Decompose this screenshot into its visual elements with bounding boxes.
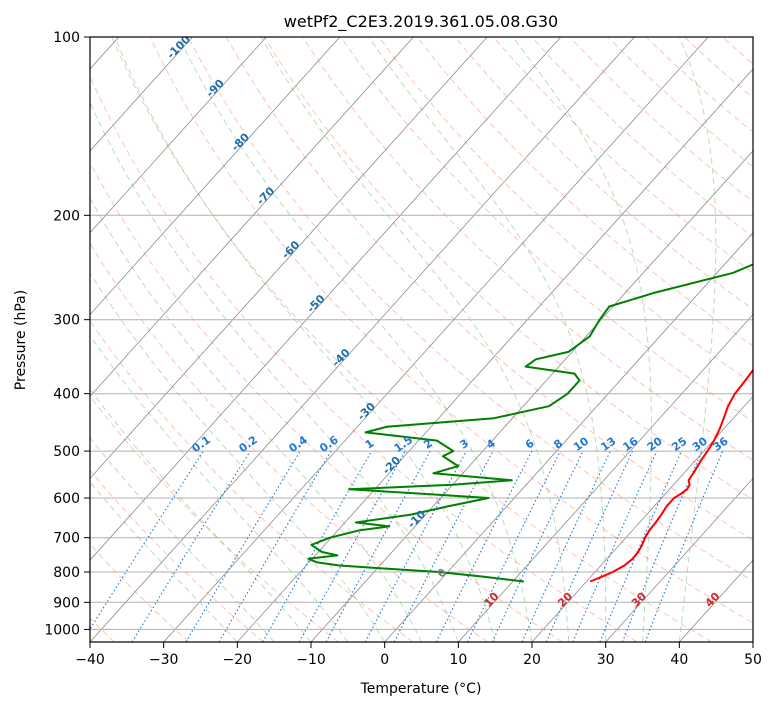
temperature-profile-line [589, 368, 753, 583]
pressure-gridlines [90, 37, 753, 630]
moist-adiabat [368, 37, 607, 642]
isotherm-line [237, 68, 753, 642]
x-tick-label: −10 [296, 652, 326, 668]
dry-adiabat [111, 37, 712, 642]
y-tick-label: 1000 [44, 622, 80, 638]
isotherm-line [605, 477, 753, 642]
x-tick-label: −30 [149, 652, 179, 668]
dry-adiabat [90, 395, 339, 642]
x-tick-label: 30 [597, 652, 615, 668]
plot-frame [89, 36, 754, 643]
y-tick-label: 900 [53, 595, 80, 611]
isotherm-line [531, 395, 753, 642]
isotherm-line [90, 37, 414, 398]
isotherm-line [163, 37, 709, 642]
moist-adiabat [114, 37, 496, 642]
y-tick-label: 400 [53, 387, 80, 403]
moist-adiabat [512, 37, 652, 642]
moist-adiabat [90, 481, 238, 642]
x-tick-label: 0 [380, 652, 389, 668]
isotherm-line [310, 150, 753, 642]
mixing-ratio-line [90, 450, 204, 630]
y-tick-label: 800 [53, 565, 80, 581]
moist-adiabat [678, 37, 717, 642]
mixing-ratio-line [364, 450, 467, 642]
y-tick-label: 100 [53, 30, 80, 46]
mixing-ratio-lines [90, 450, 724, 642]
dry-adiabat [149, 37, 753, 624]
moist-adiabat [90, 334, 349, 642]
x-tick-label: −20 [223, 652, 253, 668]
isotherm-line [90, 37, 193, 152]
profile-lines [307, 263, 753, 583]
mixing-ratio-line [298, 450, 406, 642]
y-tick-label: 200 [53, 208, 80, 224]
dewpoint-profile-line [307, 263, 753, 583]
isotherms [90, 37, 753, 642]
y-axis-title: Pressure (hPa) [13, 290, 29, 390]
chart-title: wetPf2_C2E3.2019.361.05.08.G30 [284, 12, 558, 32]
dry-adiabat [90, 469, 264, 642]
mixing-ratio-line [545, 450, 633, 642]
moist-adiabats [90, 37, 717, 642]
y-tick-label: 500 [53, 444, 80, 460]
isotherm-line [384, 232, 753, 642]
y-tick-label: 600 [53, 491, 80, 507]
x-tick-label: −40 [75, 652, 105, 668]
dry-adiabat [90, 161, 563, 642]
moist-adiabat [90, 272, 386, 642]
mixing-ratio-line [621, 450, 703, 642]
mixing-ratio-line [599, 450, 682, 642]
x-axis: −40 −30 −20 −10 0 10 20 30 40 50 [75, 642, 762, 668]
isotherm-line [90, 37, 267, 234]
isotherm-line [90, 37, 488, 479]
isotherm-line [90, 37, 341, 316]
mixing-ratio-line [131, 450, 251, 642]
dry-adiabat [416, 37, 753, 347]
mixing-ratio-line [325, 450, 431, 642]
moist-adiabat [178, 37, 533, 642]
x-tick-label: 20 [523, 652, 541, 668]
dry-adiabat [90, 242, 488, 642]
moist-adiabat [260, 37, 570, 642]
y-axis: 100 200 300 400 500 600 700 800 900 1000 [44, 30, 90, 638]
x-axis-title: Temperature (°C) [360, 681, 482, 697]
isotherm-line [90, 37, 562, 561]
moist-adiabat [90, 101, 459, 642]
x-tick-label: 50 [744, 652, 762, 668]
y-tick-label: 300 [53, 313, 80, 329]
mixing-ratio-line [644, 450, 724, 642]
isotherm-line [458, 313, 753, 642]
mixing-ratio-line [572, 450, 658, 642]
x-tick-label: 40 [670, 652, 688, 668]
y-tick-label: 700 [53, 531, 80, 547]
x-tick-label: 10 [449, 652, 467, 668]
isotherm-line [90, 37, 635, 642]
moist-adiabat [90, 436, 275, 642]
dry-adiabat [454, 37, 753, 310]
mixing-ratio-line [435, 450, 533, 642]
dry-adiabat [90, 543, 190, 642]
